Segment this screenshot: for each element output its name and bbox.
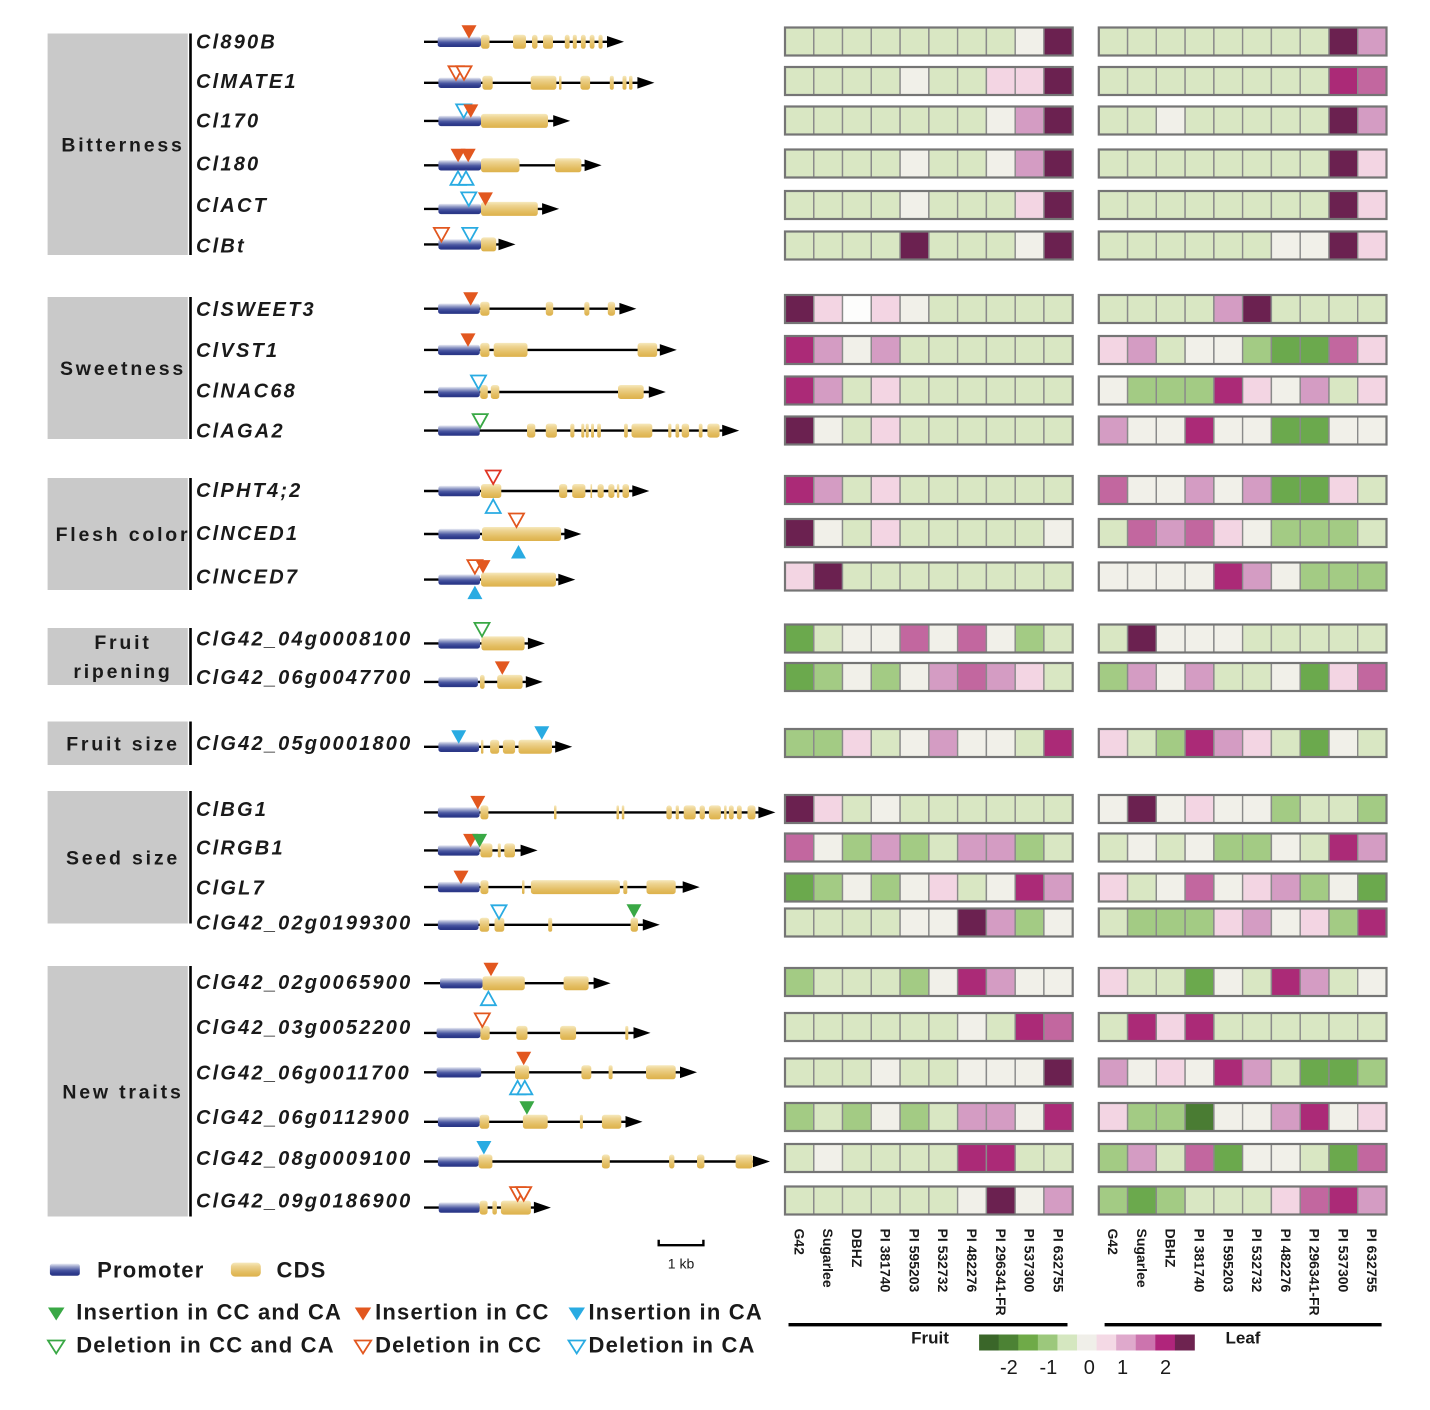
svg-text:PI 537300: PI 537300 <box>1022 1229 1038 1293</box>
svg-text:ClG42_02g0199300: ClG42_02g0199300 <box>196 913 412 935</box>
svg-text:ClAGA2: ClAGA2 <box>196 421 285 443</box>
svg-text:Insertion in CA: Insertion in CA <box>589 1300 763 1325</box>
svg-text:Leaf: Leaf <box>1226 1329 1261 1348</box>
svg-text:Deletion in CC and CA: Deletion in CC and CA <box>76 1333 335 1358</box>
svg-text:PI 532732: PI 532732 <box>1249 1229 1265 1293</box>
svg-text:PI 595203: PI 595203 <box>907 1229 923 1293</box>
svg-text:G42: G42 <box>791 1229 807 1256</box>
svg-text:Deletion in CC: Deletion in CC <box>375 1333 542 1358</box>
svg-text:Fruit: Fruit <box>911 1329 949 1348</box>
svg-text:ClG42_06g0112900: ClG42_06g0112900 <box>196 1107 411 1129</box>
svg-text:ClG42_04g0008100: ClG42_04g0008100 <box>196 629 412 651</box>
svg-text:ClACT: ClACT <box>196 195 268 217</box>
svg-text:ClMATE1: ClMATE1 <box>196 71 298 93</box>
svg-text:ClNCED1: ClNCED1 <box>196 523 299 545</box>
svg-text:PI 595203: PI 595203 <box>1220 1229 1236 1293</box>
svg-text:Fruit size: Fruit size <box>66 733 180 755</box>
svg-text:ClBt: ClBt <box>196 236 246 258</box>
svg-text:Deletion in CA: Deletion in CA <box>589 1333 756 1358</box>
svg-text:2: 2 <box>1160 1357 1171 1379</box>
svg-text:PI 296341-FR: PI 296341-FR <box>1307 1229 1323 1316</box>
svg-text:ClNCED7: ClNCED7 <box>196 567 299 589</box>
svg-text:ClVST1: ClVST1 <box>196 340 279 362</box>
svg-text:ClG42_08g0009100: ClG42_08g0009100 <box>196 1148 412 1170</box>
svg-text:ClNAC68: ClNAC68 <box>196 381 297 403</box>
svg-text:Fruit: Fruit <box>94 632 151 654</box>
svg-text:ClPHT4;2: ClPHT4;2 <box>196 480 303 502</box>
svg-text:CDS: CDS <box>277 1258 327 1283</box>
svg-text:-1: -1 <box>1040 1357 1058 1379</box>
svg-text:1 kb: 1 kb <box>668 1255 695 1271</box>
svg-text:Promoter: Promoter <box>97 1258 204 1283</box>
svg-text:PI 532732: PI 532732 <box>935 1229 951 1293</box>
svg-text:Insertion in CC: Insertion in CC <box>375 1300 549 1325</box>
svg-text:0: 0 <box>1084 1357 1095 1379</box>
svg-text:Sugarlee: Sugarlee <box>820 1229 836 1288</box>
svg-text:ClGL7: ClGL7 <box>196 878 266 900</box>
svg-text:Seed size: Seed size <box>66 847 180 869</box>
svg-text:PI 381740: PI 381740 <box>1192 1229 1208 1293</box>
svg-text:PI 537300: PI 537300 <box>1335 1229 1351 1293</box>
svg-text:-2: -2 <box>1000 1357 1018 1379</box>
svg-text:PI 632755: PI 632755 <box>1050 1229 1066 1293</box>
svg-text:ClG42_09g0186900: ClG42_09g0186900 <box>196 1191 412 1213</box>
svg-text:G42: G42 <box>1105 1229 1121 1256</box>
svg-text:ClG42_05g0001800: ClG42_05g0001800 <box>196 733 412 755</box>
svg-text:Flesh color: Flesh color <box>56 524 191 546</box>
svg-text:Cl890B: Cl890B <box>196 32 277 54</box>
svg-text:PI 381740: PI 381740 <box>878 1229 894 1293</box>
svg-text:1: 1 <box>1117 1357 1128 1379</box>
svg-text:Insertion in CC and CA: Insertion in CC and CA <box>76 1300 342 1325</box>
svg-text:DBHZ: DBHZ <box>849 1229 865 1268</box>
svg-text:Cl170: Cl170 <box>196 111 260 133</box>
svg-text:ripening: ripening <box>73 661 172 683</box>
svg-text:New traits: New traits <box>62 1081 183 1103</box>
svg-text:ClG42_03g0052200: ClG42_03g0052200 <box>196 1017 412 1039</box>
svg-text:ClRGB1: ClRGB1 <box>196 838 285 860</box>
svg-text:ClG42_06g0047700: ClG42_06g0047700 <box>196 667 412 689</box>
svg-text:Sugarlee: Sugarlee <box>1134 1229 1150 1288</box>
svg-text:PI 482276: PI 482276 <box>964 1229 980 1293</box>
svg-text:Cl180: Cl180 <box>196 154 260 176</box>
svg-text:ClG42_06g0011700: ClG42_06g0011700 <box>196 1063 411 1085</box>
svg-text:ClBG1: ClBG1 <box>196 799 268 821</box>
svg-text:ClG42_02g0065900: ClG42_02g0065900 <box>196 972 412 994</box>
svg-text:PI 632755: PI 632755 <box>1364 1229 1380 1293</box>
svg-text:ClSWEET3: ClSWEET3 <box>196 299 316 321</box>
svg-text:PI 296341-FR: PI 296341-FR <box>993 1229 1009 1316</box>
svg-text:PI 482276: PI 482276 <box>1278 1229 1294 1293</box>
svg-text:Sweetness: Sweetness <box>60 358 186 380</box>
svg-text:DBHZ: DBHZ <box>1163 1229 1179 1268</box>
svg-text:Bitterness: Bitterness <box>61 134 184 156</box>
